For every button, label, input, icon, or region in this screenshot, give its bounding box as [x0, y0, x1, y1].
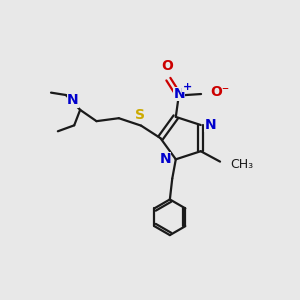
Text: S: S	[135, 108, 145, 122]
Text: CH₃: CH₃	[230, 158, 254, 171]
Text: O⁻: O⁻	[210, 85, 229, 99]
Text: N: N	[204, 118, 216, 132]
Text: N: N	[174, 87, 185, 101]
Text: O: O	[161, 58, 173, 73]
Text: N: N	[67, 94, 79, 107]
Text: +: +	[182, 82, 192, 92]
Text: N: N	[160, 152, 171, 166]
